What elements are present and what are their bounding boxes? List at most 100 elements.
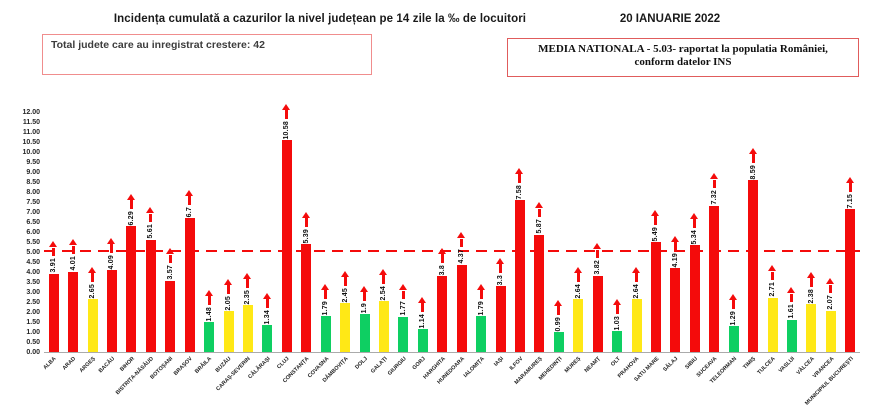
bar-annotation: 1.79	[471, 283, 490, 316]
x-axis-label: OLT	[609, 356, 622, 368]
trend-up-arrow-icon	[748, 147, 758, 163]
bar	[534, 234, 545, 352]
x-axis-label: BUZĂU	[214, 356, 233, 374]
trend-up-arrow-icon	[224, 278, 233, 294]
y-axis-tick-label: 4.50	[26, 258, 40, 266]
trend-up-arrow-icon	[515, 167, 524, 183]
bar-column: 2.65 ARGEȘ	[79, 112, 102, 374]
bar	[242, 305, 253, 352]
bar	[786, 319, 797, 352]
trend-up-arrow-icon	[709, 173, 719, 189]
trend-up-arrow-icon	[632, 266, 641, 282]
x-axis-label: ALBA	[42, 356, 58, 372]
bar-value-label: 2.64	[574, 283, 582, 299]
trend-up-arrow-icon	[690, 212, 699, 228]
bar-value-label: 1.79	[477, 300, 485, 316]
bar-column: 2.07 VRANCEA	[812, 112, 840, 379]
bar	[106, 270, 117, 352]
bar-column: 1.14 GORJ	[412, 112, 432, 371]
y-axis-tick-label: 1.00	[26, 328, 40, 336]
bar-annotation: 2.65	[83, 266, 102, 298]
bar-column: 1.77 GIURGIU	[387, 112, 413, 377]
plot-area: 3.91 ALBA 4.01 ARAD 2.65 ARGEȘ 4.09 BACĂU 6.29 BI…	[43, 103, 860, 407]
trend-up-arrow-icon	[107, 237, 116, 253]
bar	[320, 316, 331, 352]
growth-counties-box: Total judete care au inregistrat crester…	[42, 34, 372, 75]
bar	[68, 271, 79, 352]
trend-up-arrow-icon	[554, 299, 563, 315]
bar	[184, 218, 195, 352]
x-axis-label: ARAD	[61, 356, 78, 372]
x-axis-label: DOLJ	[354, 356, 369, 371]
bar-value-label: 3.82	[594, 260, 602, 275]
bar	[553, 332, 564, 352]
bar-value-label: 7.15	[846, 193, 854, 208]
trend-up-arrow-icon	[729, 293, 738, 309]
trend-up-arrow-icon	[88, 266, 97, 282]
bar-column: 1.79 IALOMIȚA	[462, 112, 490, 379]
trend-up-arrow-icon	[146, 207, 155, 223]
bar-annotation: 1.48	[199, 289, 218, 321]
trend-up-arrow-icon	[826, 278, 835, 294]
bar-value-label: 1.61	[788, 304, 796, 319]
bar-column: 1.03 OLT	[607, 112, 626, 368]
bar-column: 1.61 VASLUI	[778, 112, 801, 374]
bar	[650, 242, 661, 352]
x-axis-label: TULCEA	[756, 356, 777, 377]
x-axis-label: SIBIU	[684, 356, 700, 371]
bar-column: 4.01 ARAD	[62, 112, 82, 371]
bar-value-label: 1.29	[730, 310, 738, 326]
bar-annotation: 4.19	[666, 235, 685, 267]
bar	[670, 268, 681, 352]
growth-counties-label: Total judete care au inregistrat crester…	[51, 39, 265, 51]
bar-column: 3.82 NEAMȚ	[584, 112, 607, 374]
bar-value-label: 5.34	[691, 229, 699, 245]
y-axis-tick-label: 11.00	[22, 128, 40, 136]
bar-annotation: 7.15	[841, 176, 860, 208]
trend-up-arrow-icon	[845, 176, 855, 192]
y-axis-tick-label: 5.50	[26, 238, 40, 246]
bar-column: 1.79 COVASNA	[307, 112, 335, 379]
bar	[748, 180, 759, 352]
bar-column: 3.57 BOTOȘANI	[150, 112, 180, 381]
bar-annotation: 1.34	[258, 292, 277, 325]
bar-annotation: 2.64	[627, 266, 646, 299]
bar-annotation: 1.29	[724, 293, 743, 326]
national-average-dashed-line	[44, 249, 860, 253]
bar-column: 5.34 SIBIU	[684, 112, 704, 371]
bar-annotation: 2.07	[821, 278, 840, 310]
bar-column: 4.09 BACĂU	[98, 112, 121, 374]
bar-annotation: 1.79	[316, 283, 335, 315]
x-axis-label: TIMIȘ	[742, 356, 758, 371]
bar-value-label: 2.64	[633, 283, 641, 299]
national-average-box: MEDIA NATIONALA - 5.03- raportat la popu…	[507, 38, 859, 77]
bar-annotation: 2.05	[219, 278, 238, 310]
bar-column: 6.29 BIHOR	[119, 112, 141, 373]
bar-column: 2.05 BUZĂU	[215, 112, 238, 374]
trend-up-arrow-icon	[437, 247, 447, 263]
y-axis-tick-label: 10.50	[22, 138, 40, 146]
bar-annotation: 1.9	[355, 285, 374, 313]
y-axis-tick-label: 6.00	[26, 228, 40, 236]
bar	[456, 264, 467, 352]
x-axis-label: ILFOV	[508, 356, 525, 372]
bar-column: 2.38 VÂLCEA	[795, 112, 821, 376]
y-axis-tick-label: 8.50	[26, 178, 40, 186]
bar	[709, 205, 720, 352]
national-average-line1: MEDIA NATIONALA - 5.03- raportat la popu…	[538, 43, 828, 55]
bar-annotation: 5.49	[646, 209, 665, 241]
bar-column: 2.71 TULCEA	[757, 112, 782, 376]
bar-value-label: 1.34	[263, 309, 271, 325]
x-axis-label: GIURGIU	[386, 356, 408, 377]
bar-column: 7.15 MUNICIPIUL BUCUREȘTI	[804, 112, 860, 407]
bar-column: 7.32 SUCEAVA	[696, 112, 724, 379]
bar	[145, 239, 156, 352]
bar-value-label: 2.54	[380, 285, 388, 301]
bar-column: 5.61 BISTRIȚA-NĂSĂUD	[115, 112, 160, 396]
bar	[359, 314, 370, 352]
bar	[126, 226, 137, 352]
bar-annotation: 0.99	[549, 299, 568, 331]
bar-column: 2.35 CARAȘ-SEVERIN	[216, 112, 257, 392]
bar-column: 8.59 TIMIȘ	[743, 112, 762, 371]
x-axis-label: MUREȘ	[564, 356, 583, 375]
